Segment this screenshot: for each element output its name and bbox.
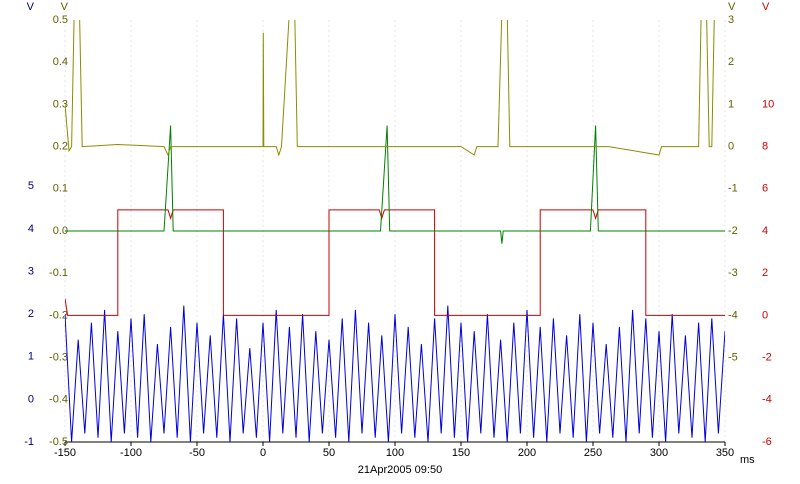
x-tick-label: 350 (716, 447, 734, 459)
y-tick-label: 0.0 (53, 225, 68, 237)
y-tick-label: 6 (762, 183, 768, 195)
y-tick-label: 1 (728, 98, 734, 110)
y-tick-label: 2 (762, 267, 768, 279)
trace (65, 125, 725, 244)
footer: 21Apr2005 09:50 (358, 464, 442, 476)
y-tick-label: -5 (728, 352, 738, 364)
y-tick-label: 2 (728, 56, 734, 68)
y-tick-label: 0.5 (53, 14, 68, 26)
y-tick-label: -3 (728, 267, 738, 279)
y-tick-label: -1 (728, 183, 738, 195)
y-axis-unit: V (61, 1, 69, 13)
plot-area (65, 20, 725, 442)
trace (65, 209, 725, 316)
y-axis-unit: V (728, 1, 736, 13)
y-tick-label: 0 (762, 309, 768, 321)
y-tick-label: -2 (728, 225, 738, 237)
y-tick-label: 10 (762, 98, 774, 110)
trace (65, 305, 725, 442)
y-tick-label: 5 (28, 180, 34, 192)
y-tick-label: 0.2 (53, 141, 68, 153)
y-tick-label: -0.1 (49, 267, 68, 279)
y-tick-label: 0.1 (53, 183, 68, 195)
y-tick-label: 8 (762, 141, 768, 153)
y-tick-label: 1 (28, 351, 34, 363)
y-tick-label: -0.3 (49, 352, 68, 364)
x-tick-label: 250 (584, 447, 602, 459)
trace (65, 20, 715, 157)
y-tick-label: -1 (24, 436, 34, 448)
y-tick-label: 0.4 (53, 56, 68, 68)
y-tick-label: -4 (728, 309, 738, 321)
y-tick-label: 0.3 (53, 98, 68, 110)
x-tick-label: 300 (650, 447, 668, 459)
y-tick-label: 3 (728, 14, 734, 26)
x-tick-label: -150 (54, 447, 76, 459)
x-tick-label: -50 (189, 447, 205, 459)
y-tick-label: -0.4 (49, 394, 68, 406)
y-tick-label: 4 (28, 223, 34, 235)
x-tick-label: 150 (452, 447, 470, 459)
y-tick-label: 0 (28, 393, 34, 405)
x-tick-label: -100 (120, 447, 142, 459)
x-tick-label: 100 (386, 447, 404, 459)
y-tick-label: 4 (762, 225, 768, 237)
y-tick-label: 0 (728, 141, 734, 153)
y-axis-unit: V (762, 1, 770, 13)
y-tick-label: -0.2 (49, 309, 68, 321)
y-tick-label: 2 (28, 308, 34, 320)
y-tick-label: -2 (762, 352, 772, 364)
y-tick-label: 3 (28, 265, 34, 277)
y-tick-label: -6 (762, 436, 772, 448)
x-tick-label: 50 (323, 447, 335, 459)
x-unit: ms (740, 454, 755, 466)
y-tick-label: -4 (762, 394, 772, 406)
y-tick-label: -0.5 (49, 436, 68, 448)
y-axis-unit: V (27, 1, 35, 13)
x-tick-label: 0 (260, 447, 266, 459)
x-tick-label: 200 (518, 447, 536, 459)
